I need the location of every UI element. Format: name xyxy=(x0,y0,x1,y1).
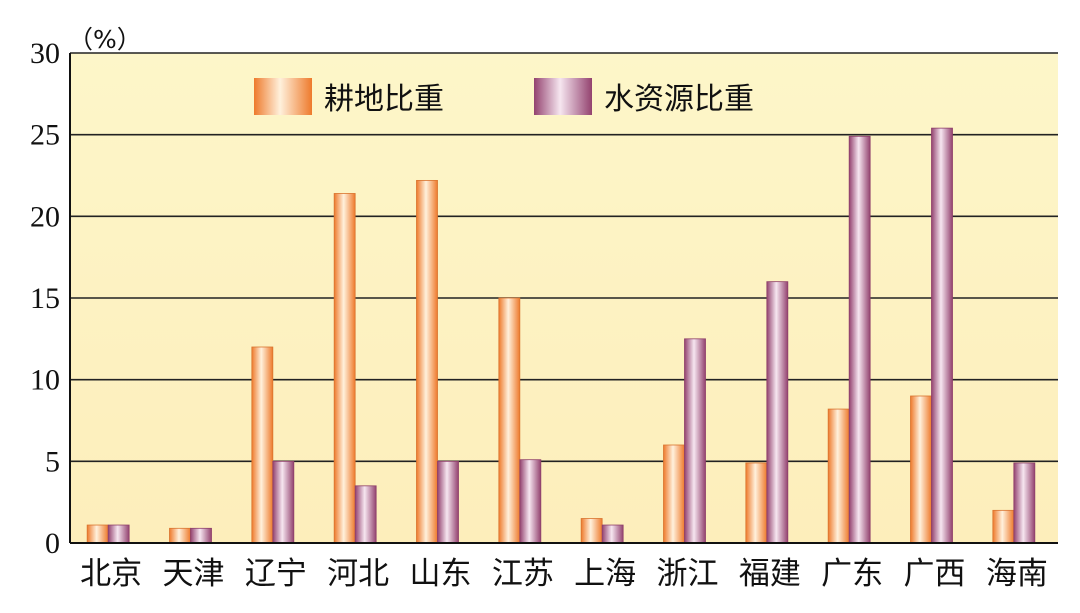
bar-series2-7 xyxy=(684,338,706,544)
x-category-label: 北京 xyxy=(80,556,142,592)
x-category-label: 山东 xyxy=(410,556,472,592)
bar-series1-7 xyxy=(663,444,685,544)
y-tick-label: 25 xyxy=(30,119,60,152)
bar-series2-3 xyxy=(354,485,377,544)
bar-series2-5 xyxy=(519,459,542,544)
legend-label-series1: 耕地比重 xyxy=(324,82,444,117)
x-category-label: 辽宁 xyxy=(245,556,307,592)
legend-swatch-series1 xyxy=(254,78,312,115)
bar-series1-1 xyxy=(169,527,191,544)
x-category-label: 上海 xyxy=(574,556,636,592)
bar-series1-6 xyxy=(580,518,603,544)
legend: 耕地比重 水资源比重 xyxy=(254,78,754,117)
bar-series1-5 xyxy=(498,297,521,544)
bar-series2-6 xyxy=(601,524,624,544)
bar-series1-0 xyxy=(86,524,109,544)
bar-series1-9 xyxy=(827,408,850,544)
x-category-label: 浙江 xyxy=(657,556,719,592)
x-category-label: 福建 xyxy=(739,556,801,592)
x-category-label: 海南 xyxy=(986,556,1048,592)
x-category-label: 广东 xyxy=(821,556,883,592)
bar-series2-8 xyxy=(766,281,789,544)
bar-series1-2 xyxy=(251,346,274,544)
y-tick-label: 0 xyxy=(45,527,60,560)
y-tick-label: 20 xyxy=(30,200,60,233)
bar-series2-1 xyxy=(190,527,212,544)
bar-series2-10 xyxy=(931,127,953,544)
bars xyxy=(86,127,1036,544)
bar-series1-3 xyxy=(333,193,356,544)
bar-series1-4 xyxy=(416,179,438,544)
x-category-labels: 北京 天津 辽宁 河北 山东 江苏 上海 浙江 福建 广东 广西 海南 xyxy=(80,556,1048,592)
y-tick-label: 10 xyxy=(30,364,60,397)
x-category-label: 天津 xyxy=(163,556,225,592)
bar-series1-10 xyxy=(910,395,932,544)
x-category-label: 河北 xyxy=(327,556,389,592)
bar-series2-11 xyxy=(1013,462,1036,544)
y-unit-label: （%） xyxy=(68,25,142,54)
bar-series2-0 xyxy=(107,524,130,544)
y-tick-labels: 0 5 10 15 20 25 30 xyxy=(30,37,60,560)
bar-series2-2 xyxy=(272,460,295,544)
legend-label-series2: 水资源比重 xyxy=(604,82,754,117)
x-category-label: 江苏 xyxy=(492,556,554,592)
bar-series2-9 xyxy=(848,135,871,544)
y-tick-label: 15 xyxy=(30,282,60,315)
legend-swatch-series2 xyxy=(534,78,592,115)
bar-series2-4 xyxy=(437,460,459,544)
y-tick-label: 30 xyxy=(30,37,60,70)
gridlines xyxy=(70,52,1058,463)
x-category-label: 广西 xyxy=(904,556,966,592)
bar-series1-8 xyxy=(745,462,768,544)
bar-series1-11 xyxy=(992,509,1015,544)
y-tick-label: 5 xyxy=(45,445,60,478)
